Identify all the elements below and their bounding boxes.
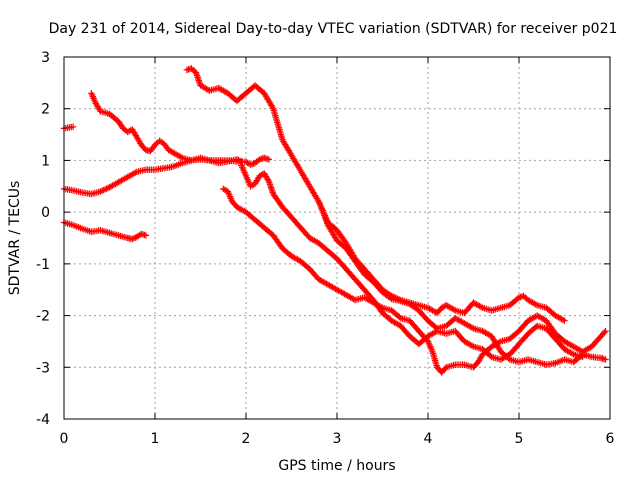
series-arc-2	[60, 219, 150, 243]
y-tick-label: -4	[36, 412, 50, 428]
data-point	[496, 339, 503, 346]
data-point	[579, 353, 586, 361]
data-point	[104, 184, 112, 192]
y-tick-label: -2	[36, 309, 50, 325]
data-point	[265, 156, 272, 163]
series-arc-4	[88, 90, 245, 167]
y-tick-labels: 3 2 1 0 -1 -2 -3 -4	[36, 50, 50, 428]
gridlines	[64, 57, 610, 419]
y-tick-label: -1	[36, 257, 50, 273]
x-tick-labels: 0 1 2 3 4 5 6	[60, 431, 615, 447]
data-point	[561, 317, 568, 324]
data-point	[177, 153, 184, 161]
data-point	[98, 187, 106, 194]
series-arc-1	[60, 123, 77, 132]
data-point	[468, 324, 476, 331]
x-tick-label: 6	[606, 431, 615, 447]
series-arc-8	[315, 198, 568, 324]
data-point	[521, 294, 529, 301]
y-tick-label: 2	[41, 102, 50, 118]
data-point	[520, 292, 527, 300]
data-point	[142, 232, 150, 239]
y-tick-label: -3	[36, 360, 50, 376]
x-tick-label: 1	[151, 431, 160, 447]
y-tick-label: 3	[41, 50, 50, 66]
chart-title: Day 231 of 2014, Sidereal Day-to-day VTE…	[49, 21, 618, 37]
data-marks	[60, 65, 609, 376]
data-point	[132, 169, 139, 176]
y-axis-label: SDTVAR / TECUs	[7, 181, 23, 296]
data-point	[389, 293, 397, 300]
data-point	[602, 327, 609, 335]
data-point	[568, 350, 576, 357]
data-point	[235, 156, 242, 164]
data-point	[101, 186, 109, 193]
series-arc-7	[238, 162, 586, 363]
data-point	[468, 342, 476, 349]
data-point	[391, 294, 398, 301]
x-tick-label: 4	[424, 431, 433, 447]
data-point	[602, 356, 609, 363]
series-arc-5	[183, 65, 609, 368]
data-point	[388, 292, 395, 300]
series-arc-6	[220, 185, 609, 376]
y-tick-label: 1	[41, 153, 50, 169]
x-tick-label: 5	[515, 431, 524, 447]
data-point	[69, 123, 77, 130]
x-axis-label: GPS time / hours	[278, 458, 395, 474]
data-point	[103, 185, 110, 192]
data-point	[97, 188, 104, 195]
data-point	[233, 156, 241, 163]
x-tick-label: 3	[333, 431, 342, 447]
y-tick-label: 0	[41, 205, 50, 221]
data-point	[532, 301, 539, 308]
x-tick-label: 0	[60, 431, 69, 447]
data-point	[269, 104, 276, 111]
plot-frame	[63, 56, 611, 420]
data-point	[264, 176, 271, 183]
data-point	[559, 316, 567, 324]
x-tick-label: 2	[242, 431, 251, 447]
data-point	[450, 306, 457, 313]
data-point	[477, 303, 485, 311]
data-point	[394, 295, 401, 302]
data-point	[396, 296, 403, 303]
data-point	[601, 329, 608, 336]
